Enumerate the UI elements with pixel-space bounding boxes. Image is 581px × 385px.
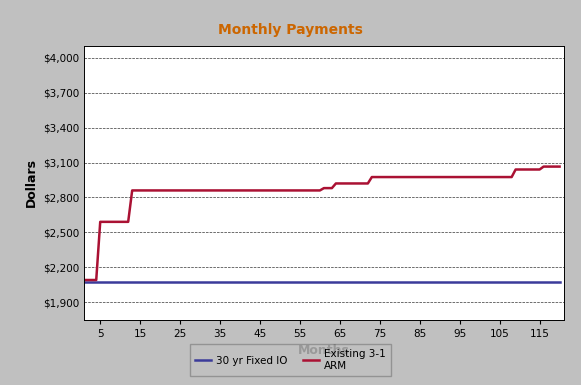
30 yr Fixed IO	[556, 280, 563, 284]
30 yr Fixed IO	[181, 280, 188, 284]
Existing 3-1
ARM	[512, 167, 519, 172]
30 yr Fixed IO	[408, 280, 415, 284]
Existing 3-1
ARM	[125, 219, 132, 224]
Existing 3-1
ARM	[93, 278, 100, 282]
30 yr Fixed IO	[540, 280, 547, 284]
Legend: 30 yr Fixed IO, Existing 3-1
ARM: 30 yr Fixed IO, Existing 3-1 ARM	[190, 344, 391, 376]
X-axis label: Months: Months	[298, 344, 350, 357]
Existing 3-1
ARM	[332, 181, 339, 186]
Y-axis label: Dollars: Dollars	[24, 158, 38, 208]
Existing 3-1
ARM	[320, 186, 327, 191]
Existing 3-1
ARM	[540, 164, 547, 169]
Existing 3-1
ARM	[364, 181, 371, 186]
Existing 3-1
ARM	[81, 278, 88, 282]
Existing 3-1
ARM	[556, 164, 563, 169]
Existing 3-1
ARM	[128, 188, 135, 193]
30 yr Fixed IO	[209, 280, 216, 284]
30 yr Fixed IO	[345, 280, 352, 284]
Existing 3-1
ARM	[508, 175, 515, 179]
Existing 3-1
ARM	[317, 188, 324, 193]
30 yr Fixed IO	[456, 280, 463, 284]
Existing 3-1
ARM	[328, 186, 335, 191]
Text: Monthly Payments: Monthly Payments	[218, 23, 363, 37]
30 yr Fixed IO	[81, 280, 88, 284]
Existing 3-1
ARM	[368, 175, 375, 179]
Existing 3-1
ARM	[96, 219, 103, 224]
Line: Existing 3-1
ARM: Existing 3-1 ARM	[84, 167, 560, 280]
Existing 3-1
ARM	[536, 167, 543, 172]
